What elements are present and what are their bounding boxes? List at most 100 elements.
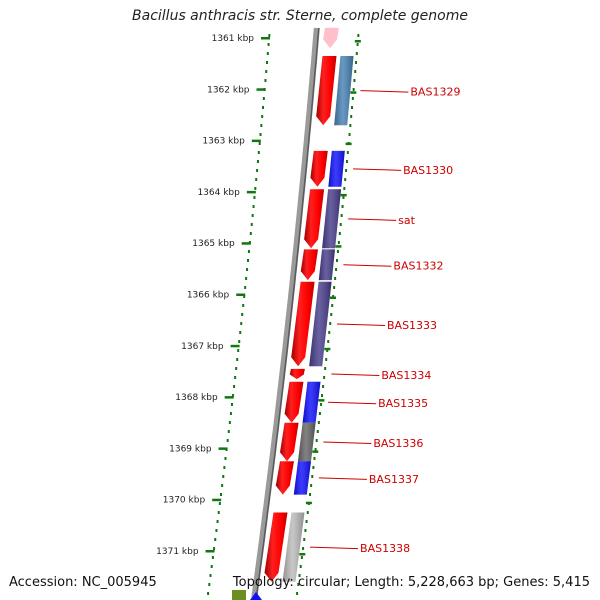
scale-tick-label: 1363 kbp [202,137,245,147]
partial-features [232,590,262,600]
ring-dot [325,358,328,361]
gene-arrow-BAS1329 [316,56,337,126]
ring-dot [333,286,336,289]
ring-dot [210,565,213,568]
scale-tick-mark [261,37,270,40]
ring-dot [329,322,332,325]
scale-tick-label: 1362 kbp [207,85,250,95]
ring-dot [298,574,301,577]
gene-label-BAS1335: BAS1335 [378,397,428,410]
gene-label-leader [360,90,409,93]
ring-dot [230,403,233,406]
ring-dot [355,61,358,64]
ring-dot [226,439,229,442]
ring-dot [326,349,329,352]
gene-labels: BAS1329 BAS1330 sat BAS1332 BAS1333 BAS1334 BA… [310,86,460,555]
ring-dot [211,556,214,559]
gene-label-leader [348,218,397,221]
ring-dot [344,178,347,181]
gene-label-leader [328,401,377,405]
olive-feature [232,590,246,600]
gene-label-leader [336,323,386,326]
ring-dot [336,250,339,253]
cog-bar-shade [302,381,321,423]
scale-tick-label: 1367 kbp [181,342,224,352]
ring-dot [255,178,258,181]
scale-tick-label: 1371 kbp [156,547,199,557]
scale-tick-mark [212,498,222,502]
ring-dot [321,394,324,397]
ring-dot [338,232,341,235]
ring-dot [217,511,220,514]
ring-dot [216,520,219,523]
ring-dot [241,313,244,316]
ring-dot [207,592,210,595]
ring-dot [327,340,330,343]
ring-dot [336,259,339,262]
gene-arrow-BAS1334 [289,368,305,380]
scale-ticks: 1361 kbp 1362 kbp 1363 kbp 1364 kbp 1365 kbp… [156,34,361,557]
ring-dot [238,340,241,343]
ring-dot [350,115,353,118]
ring-dot [233,385,236,388]
ring-dot [318,412,321,415]
scale-tick-mark [230,344,240,348]
ring-dot [260,124,263,127]
ring-dot [302,547,305,550]
ring-dot [305,520,308,523]
ring-dot [357,34,360,37]
ring-dot [220,493,223,496]
gene-label-BAS1338: BAS1338 [360,542,410,555]
ring-dot [229,412,232,415]
ring-dot [258,142,261,145]
ring-dot [213,547,216,550]
outer-tick-mark [305,501,312,505]
ring-dot [313,457,316,460]
scale-tick-mark [218,447,228,450]
gene-label-BAS1332: BAS1332 [393,260,443,273]
cog-bar-shade [282,512,305,582]
gene-label-BAS1336: BAS1336 [373,437,423,450]
ring-dot [268,34,271,37]
ring-dot [247,250,250,253]
ring-dot [309,493,312,496]
blue-feature [250,592,262,600]
gene-arrow-BAS1330 [310,150,328,187]
ring-dot [232,394,235,397]
outer-tick-mark [345,142,352,146]
ring-dot [250,223,253,226]
ring-dot [300,556,303,559]
ring-dot [254,187,257,190]
ring-dot [242,304,245,307]
cog-bar-shade [293,461,311,495]
ring-dot [218,502,221,505]
gene-label-leader [318,477,367,480]
gene-arrow-BAS1337 [275,461,294,495]
ring-dot [259,133,262,136]
ring-dot [266,61,269,64]
ring-dot [314,448,317,451]
map-title: Bacillus anthracis str. Sterne, complete… [132,8,468,24]
scale-tick-label: 1370 kbp [163,496,206,506]
scale-tick-label: 1368 kbp [175,393,218,403]
accession-text: Accession: NC_005945 [9,575,157,590]
cog-bar-shade [322,189,342,249]
gene-label-leader [323,441,372,444]
ring-dot [228,421,231,424]
ring-dot [261,115,264,118]
ring-dot [244,286,247,289]
ring-dot [303,538,306,541]
ring-dot [265,70,268,73]
ring-dot [330,313,333,316]
ring-dot [353,79,356,82]
scale-tick-label: 1364 kbp [197,188,240,198]
scale-tick-mark [236,293,246,296]
ring-dot [355,52,358,55]
ring-dot [324,367,327,370]
ring-dot [306,511,309,514]
cog-track [282,56,354,582]
ring-dot [239,331,242,334]
gene-label-BAS1329: BAS1329 [410,86,460,99]
topology-text: Topology: circular; Length: 5,228,663 bp… [232,575,590,590]
ring-dot [341,205,344,208]
